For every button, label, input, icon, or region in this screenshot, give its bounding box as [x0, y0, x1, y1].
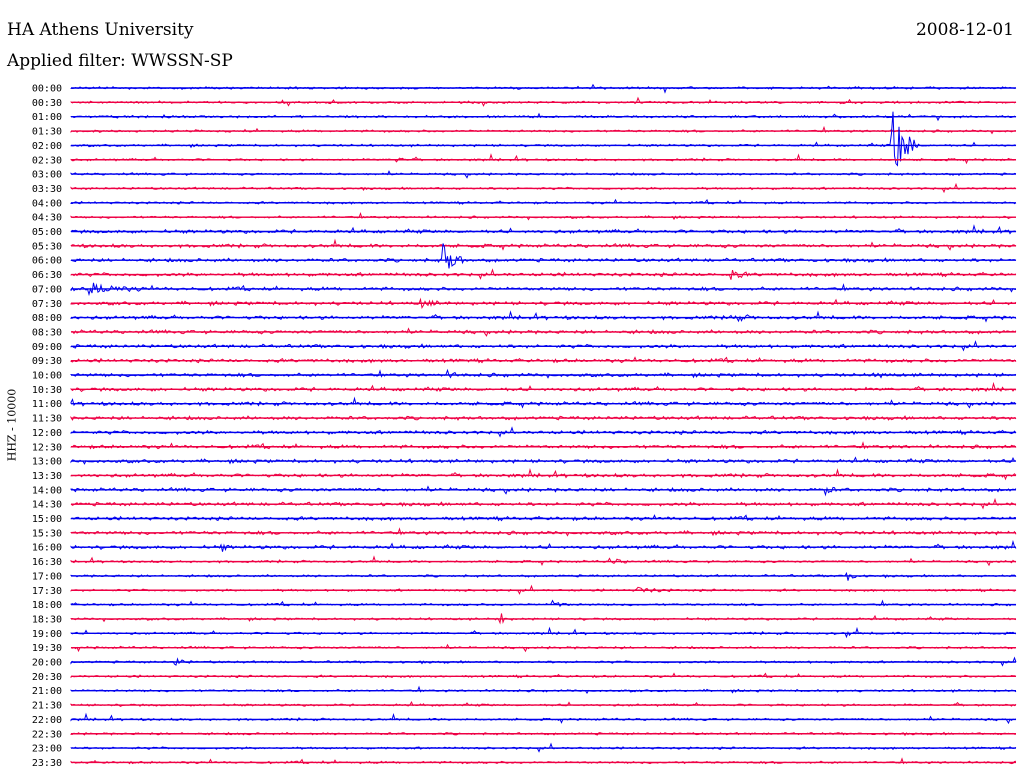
row-label: 15:30 [32, 528, 62, 539]
row-label: 02:30 [32, 155, 62, 166]
trace-line [70, 153, 1017, 165]
trace-line [70, 599, 1017, 608]
row-label: 12:30 [32, 442, 62, 453]
row-label: 08:30 [32, 327, 62, 338]
row-label: 06:00 [32, 256, 62, 267]
row-label: 00:30 [32, 98, 62, 109]
row-label: 04:00 [32, 198, 62, 209]
trace-line [70, 368, 1017, 379]
trace-line [70, 613, 1017, 625]
row-label: 23:30 [32, 758, 62, 769]
row-label: 13:00 [32, 457, 62, 468]
row-label: 18:30 [32, 614, 62, 625]
row-label: 14:00 [32, 485, 62, 496]
row-label: 02:00 [32, 141, 62, 152]
row-label: 07:30 [32, 299, 62, 310]
row-label: 20:00 [32, 658, 62, 669]
trace-line [70, 571, 1017, 581]
row-label: 18:00 [32, 600, 62, 611]
row-label: 11:30 [32, 414, 62, 425]
row-label: 19:00 [32, 629, 62, 640]
row-label: 20:30 [32, 672, 62, 683]
row-label: 16:00 [32, 543, 62, 554]
trace-line [70, 238, 1017, 251]
row-label: 06:30 [32, 270, 62, 281]
trace-line [70, 626, 1017, 639]
trace-line [70, 111, 1017, 167]
trace-line [70, 441, 1017, 450]
trace-line [70, 224, 1017, 235]
row-label: 11:00 [32, 399, 62, 410]
row-label: 14:30 [32, 500, 62, 511]
trace-line [70, 468, 1017, 481]
row-label: 00:00 [32, 84, 62, 95]
row-label: 01:30 [32, 127, 62, 138]
row-label: 15:00 [32, 514, 62, 525]
row-label: 19:30 [32, 643, 62, 654]
row-label: 22:00 [32, 715, 62, 726]
row-label: 10:30 [32, 385, 62, 396]
row-label: 21:00 [32, 686, 62, 697]
row-label: 03:30 [32, 184, 62, 195]
trace-line [70, 310, 1017, 323]
trace-line [70, 701, 1017, 707]
trace-line [70, 381, 1017, 393]
row-label: 22:30 [32, 729, 62, 740]
row-label: 17:30 [32, 586, 62, 597]
row-label: 07:00 [32, 284, 62, 295]
row-label: 10:00 [32, 371, 62, 382]
row-label: 09:30 [32, 356, 62, 367]
row-label: 13:30 [32, 471, 62, 482]
filter-label: Applied filter: WWSSN-SP [7, 51, 233, 71]
row-label: 17:00 [32, 571, 62, 582]
row-label: 23:00 [32, 744, 62, 755]
row-label: 04:30 [32, 213, 62, 224]
row-label: 16:30 [32, 557, 62, 568]
record-date: 2008-12-01 [915, 20, 1014, 40]
row-label: 03:00 [32, 170, 62, 181]
row-label: 09:00 [32, 342, 62, 353]
trace-line [70, 243, 1017, 269]
row-label: 12:00 [32, 428, 62, 439]
row-label: 05:00 [32, 227, 62, 238]
trace-line [70, 485, 1017, 497]
row-label: 05:30 [32, 241, 62, 252]
row-label: 21:30 [32, 701, 62, 712]
row-label: 08:00 [32, 313, 62, 324]
row-label: 01:00 [32, 112, 62, 123]
station-title: HA Athens University [7, 20, 194, 40]
